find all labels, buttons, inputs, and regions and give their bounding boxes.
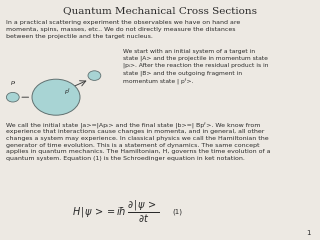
Circle shape [32, 79, 80, 115]
Text: $H\,|\psi\,>=i\hbar\,\dfrac{\partial\,|\psi\,>}{\partial t}$: $H\,|\psi\,>=i\hbar\,\dfrac{\partial\,|\… [72, 199, 159, 225]
Text: (1): (1) [172, 208, 183, 215]
Circle shape [6, 92, 19, 102]
Text: In a practical scattering experiment the observables we have on hand are
momenta: In a practical scattering experiment the… [6, 20, 241, 39]
Text: Quantum Mechanical Cross Sections: Quantum Mechanical Cross Sections [63, 6, 257, 15]
Text: We call the initial state |a>=|Apᵢ> and the final state |b>=| Bpᶠ>. We know from: We call the initial state |a>=|Apᵢ> and … [6, 121, 271, 161]
Circle shape [88, 71, 101, 80]
Text: pᶠ: pᶠ [64, 88, 70, 94]
Text: 1: 1 [306, 230, 310, 236]
Text: We start with an initial system of a target in
state |A> and the projectile in m: We start with an initial system of a tar… [123, 49, 269, 84]
Text: pᵢ: pᵢ [10, 80, 15, 85]
